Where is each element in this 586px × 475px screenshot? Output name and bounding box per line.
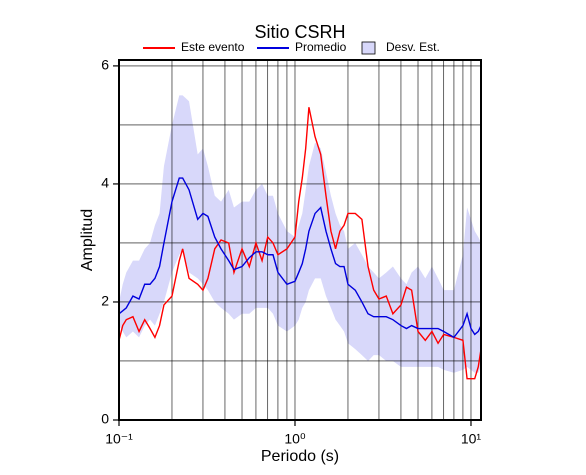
legend-label: Este evento (181, 40, 245, 54)
legend-label: Promedio (295, 40, 347, 54)
y-tick-label: 0 (101, 411, 109, 427)
y-tick-label: 2 (101, 293, 109, 309)
chart-title: Sitio CSRH (254, 22, 345, 42)
legend-label: Desv. Est. (386, 40, 440, 54)
series-line (118, 177, 482, 339)
legend-swatch (361, 41, 376, 55)
plot-frame (118, 59, 482, 421)
y-tick-label: 6 (101, 57, 109, 73)
series-line (118, 107, 482, 380)
x-axis-label: Periodo (s) (261, 448, 339, 465)
y-axis-label: Amplitud (79, 209, 96, 271)
std-band (119, 95, 481, 373)
y-tick-label: 4 (101, 175, 109, 191)
x-tick-label: 10¹ (461, 431, 482, 447)
x-tick-label: 10⁰ (284, 431, 306, 447)
x-tick-label: 10⁻¹ (105, 431, 133, 447)
